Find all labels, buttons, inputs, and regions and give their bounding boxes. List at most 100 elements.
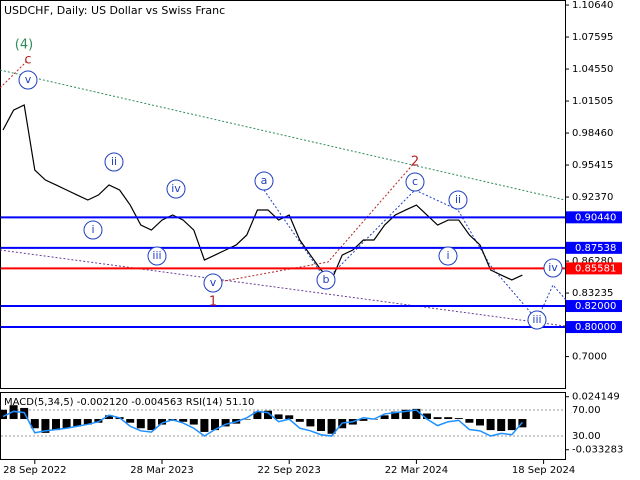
macd-bar — [211, 419, 219, 431]
wave-label: 1 — [209, 295, 217, 310]
wave-label: b — [323, 273, 330, 286]
wave-marker — [448, 190, 468, 210]
macd-bar — [136, 419, 145, 429]
wave-marker — [405, 172, 425, 192]
y-tick-label: 0.83235 — [572, 288, 613, 299]
macd-bar — [476, 419, 484, 426]
wave-marker — [147, 246, 167, 266]
macd-bar — [465, 419, 474, 423]
macd-bar — [412, 408, 421, 420]
wave-label: a — [261, 174, 268, 187]
y-tick-label: 1.07595 — [572, 32, 613, 43]
macd-bar — [30, 419, 39, 429]
indicator-title: MACD(5,34,5) -0.002120 -0.004563 RSI(14)… — [4, 397, 254, 408]
macd-bar — [401, 409, 410, 420]
macd-bar — [274, 414, 283, 420]
macd-bar — [62, 419, 71, 429]
level-label: 0.82000 — [575, 301, 616, 312]
wave-marker — [316, 270, 336, 290]
y-tick-label: 1.01505 — [572, 96, 613, 107]
wave-label: i — [91, 223, 94, 236]
level-label: 0.80000 — [575, 322, 616, 333]
x-tick-label: 22 Sep 2023 — [258, 465, 321, 476]
wave-marker — [104, 152, 124, 172]
wave-line — [0, 59, 29, 89]
wave-label: 2 — [411, 155, 419, 170]
wave-label: c — [24, 53, 31, 68]
rsi-line — [2, 409, 523, 437]
macd-bar — [73, 419, 82, 427]
macd-bar — [359, 419, 368, 421]
wave-label: i — [446, 249, 449, 262]
y-tick-label: 0.95415 — [572, 160, 613, 171]
x-tick-label: 28 Sep 2022 — [3, 465, 66, 476]
macd-bar — [147, 419, 156, 431]
macd-bar — [507, 419, 516, 431]
macd-bar — [295, 419, 304, 422]
macd-bar — [253, 411, 262, 420]
level-label-box — [566, 321, 622, 334]
wave-line — [536, 284, 567, 321]
macd-bar — [454, 418, 463, 420]
wave-label: iii — [532, 313, 541, 326]
wave-marker — [438, 246, 458, 266]
macd-bar — [264, 410, 272, 420]
y-tick-label: 0.7000 — [572, 352, 607, 363]
macd-bar — [285, 415, 294, 420]
wave-line — [0, 249, 566, 327]
level-label: 0.85581 — [575, 263, 616, 274]
y-tick-label: 0.86280 — [572, 256, 613, 267]
macd-bar — [391, 411, 400, 420]
macd-bar — [221, 419, 230, 427]
wave-line — [0, 69, 566, 201]
level-label: 0.90440 — [575, 212, 616, 223]
level-label-box — [566, 262, 622, 275]
macd-bar — [486, 419, 495, 431]
macd-bar — [380, 415, 389, 420]
macd-bar — [189, 419, 198, 425]
wave-line — [212, 161, 416, 284]
macd-bar — [306, 419, 315, 427]
macd-bar — [327, 419, 336, 434]
wave-marker — [543, 258, 563, 278]
x-tick-label: 28 Mar 2023 — [130, 465, 193, 476]
macd-bar — [179, 419, 188, 422]
wave-marker — [166, 179, 186, 199]
wave-marker — [203, 273, 223, 293]
y-tick-label: 1.04550 — [572, 64, 613, 75]
level-label-box — [566, 241, 622, 254]
macd-bar — [105, 415, 113, 420]
level-label-box — [566, 211, 622, 224]
macd-bar — [158, 419, 166, 425]
y2-tick-label: 30.00 — [572, 431, 601, 442]
wave-label: v — [210, 276, 217, 289]
macd-bar — [423, 413, 431, 420]
level-label-box — [566, 300, 622, 313]
macd-bar — [0, 409, 7, 420]
wave-label: iv — [548, 261, 558, 274]
wave-label: c — [412, 175, 418, 188]
macd-bar — [41, 419, 50, 433]
wave-marker — [18, 70, 38, 90]
price-line — [2, 104, 523, 281]
wave-marker — [83, 220, 103, 240]
wave-label: ii — [455, 193, 461, 206]
level-label: 0.87538 — [575, 243, 616, 254]
main-pane-border — [0, 0, 566, 389]
x-tick-label: 18 Sep 2024 — [512, 465, 575, 476]
wave-label: (4) — [15, 38, 33, 53]
wave-label: v — [25, 73, 32, 86]
y-tick-label: 0.92370 — [572, 192, 613, 203]
macd-bar — [317, 419, 325, 432]
wave-marker — [527, 310, 547, 330]
macd-bar — [83, 419, 92, 425]
indicator-pane-border — [0, 392, 566, 460]
macd-bar — [433, 417, 442, 420]
macd-bar — [52, 419, 60, 431]
chart-title: USDCHF, Daily: US Dollar vs Swiss Franc — [4, 4, 225, 17]
wave-label: iv — [171, 182, 181, 195]
y-tick-label: 0.98460 — [572, 128, 613, 139]
wave-label: iii — [152, 249, 161, 262]
wave-marker — [254, 171, 274, 191]
